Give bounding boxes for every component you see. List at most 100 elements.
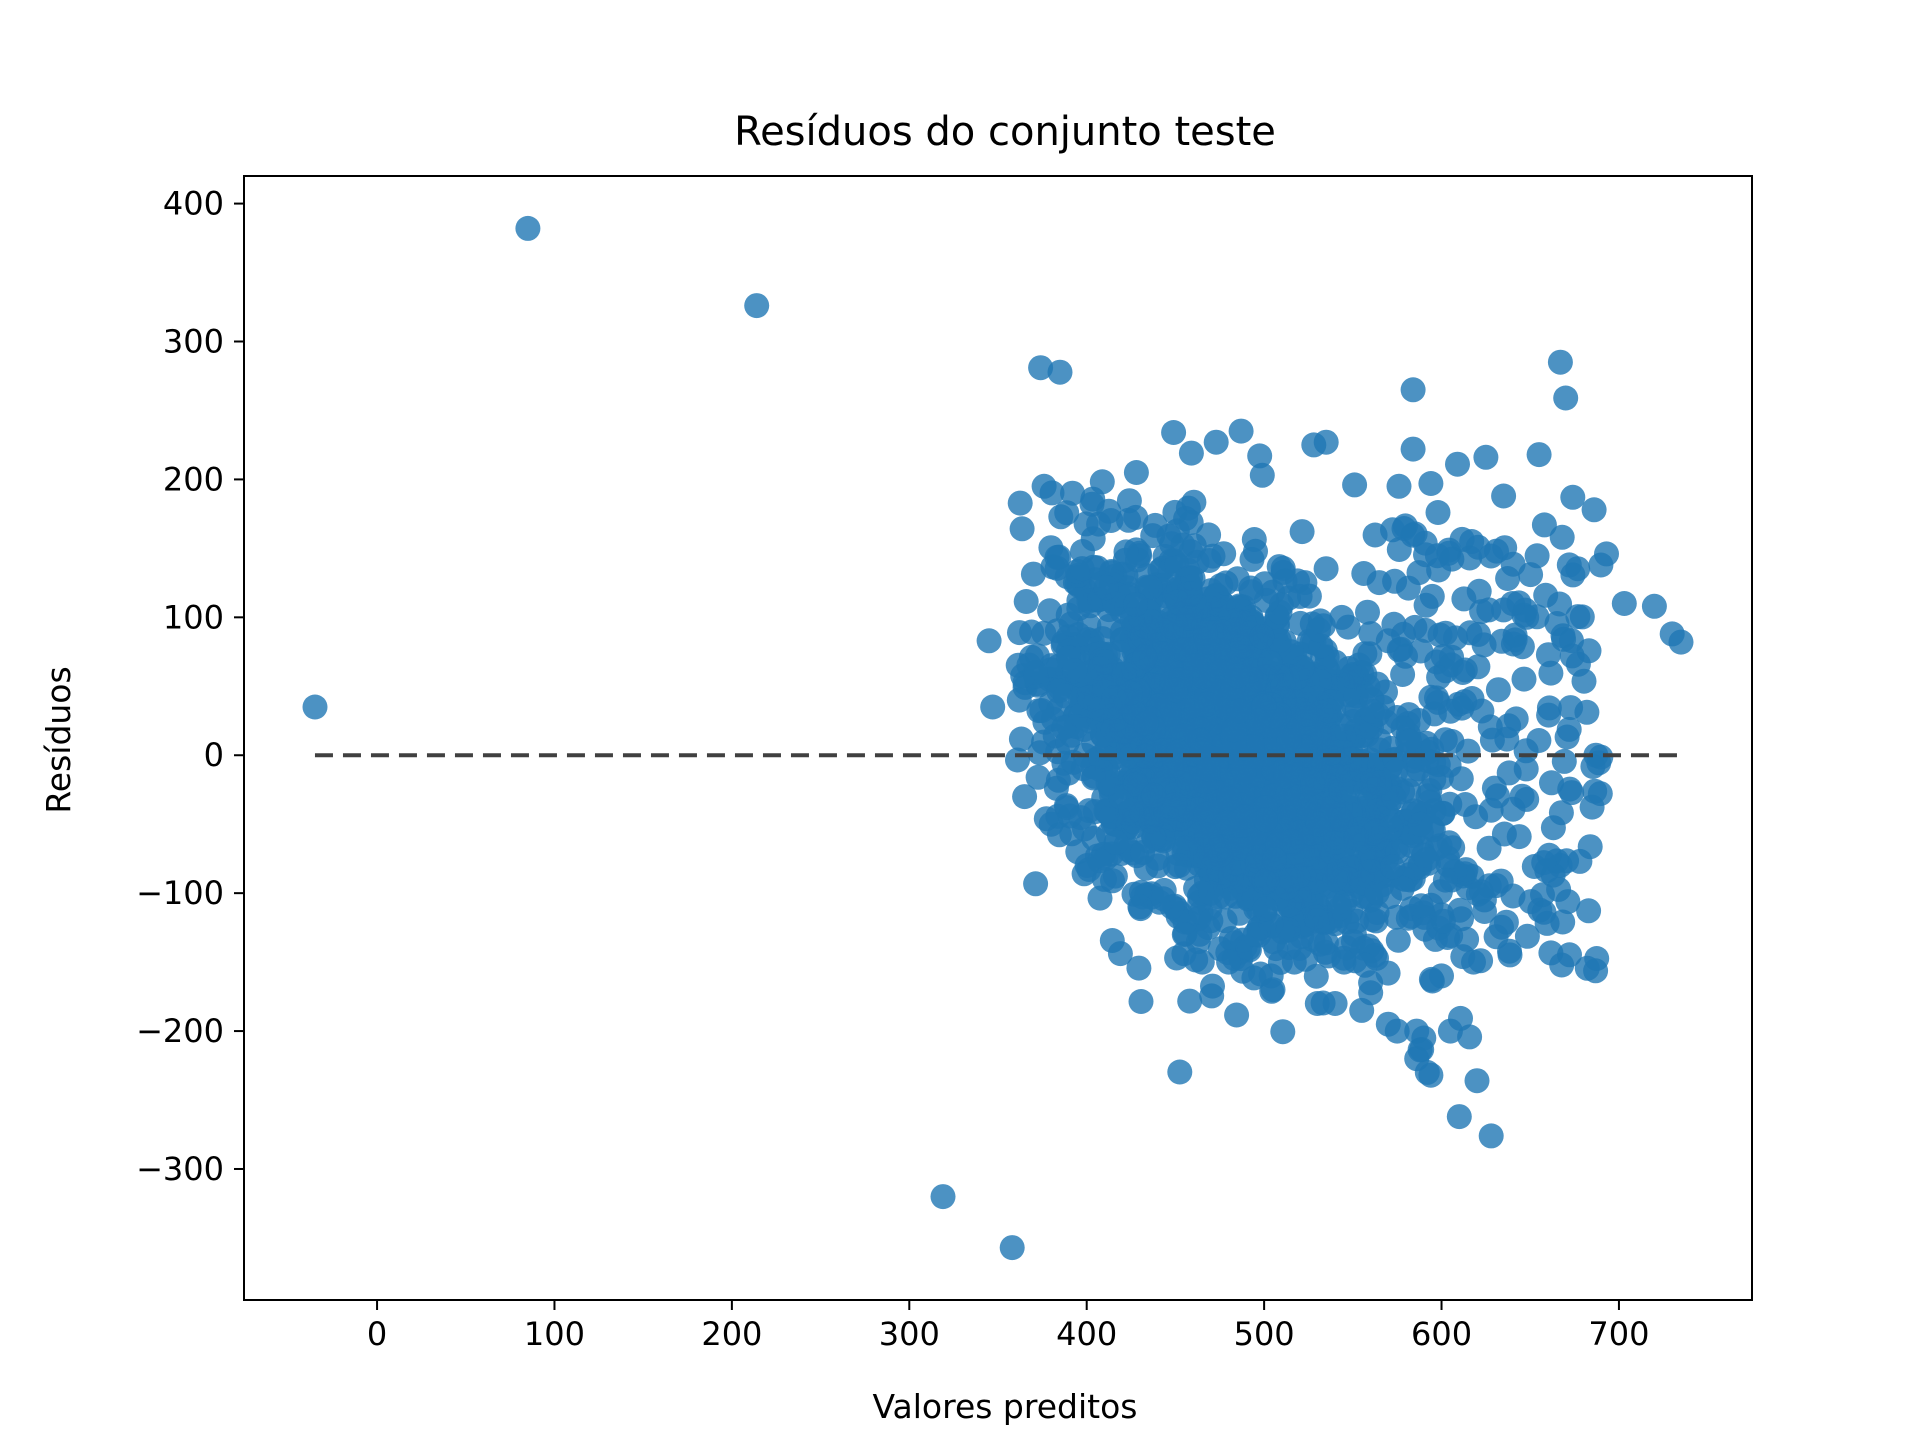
data-point	[1445, 451, 1470, 477]
data-point	[1384, 904, 1409, 930]
data-point	[1178, 440, 1204, 466]
outlier-point	[930, 1184, 956, 1210]
data-point	[1276, 728, 1302, 754]
data-point	[1046, 544, 1072, 570]
data-point	[1224, 663, 1250, 689]
data-point	[1481, 775, 1507, 801]
data-point	[1198, 880, 1224, 906]
data-point	[1275, 917, 1301, 943]
outlier-point	[1553, 385, 1579, 411]
data-point	[1128, 989, 1154, 1014]
data-point	[1162, 677, 1188, 703]
data-point	[1313, 429, 1339, 455]
data-point	[1295, 701, 1320, 727]
data-point	[1594, 541, 1619, 567]
data-point	[1031, 473, 1057, 499]
data-point	[1009, 516, 1035, 542]
data-point	[1249, 462, 1275, 488]
data-point	[1304, 908, 1330, 934]
outlier-point	[1028, 355, 1054, 381]
data-point	[1203, 429, 1229, 455]
outlier-point	[744, 293, 770, 319]
data-point	[1313, 556, 1339, 582]
data-point	[1133, 710, 1159, 736]
data-point	[1263, 936, 1289, 962]
data-point	[1060, 480, 1085, 506]
data-point	[1549, 524, 1575, 550]
x-tick-label: 300	[879, 1315, 940, 1353]
data-point	[1478, 1123, 1504, 1149]
x-tick-label: 700	[1588, 1315, 1649, 1353]
data-point	[1457, 1024, 1483, 1050]
data-point	[1407, 811, 1433, 837]
data-point	[1485, 677, 1511, 703]
data-point	[1312, 939, 1338, 965]
data-point	[1584, 946, 1610, 971]
data-point	[1117, 680, 1143, 706]
data-point	[1429, 963, 1454, 989]
data-point	[1535, 642, 1561, 668]
data-point	[1327, 895, 1353, 921]
data-point	[1100, 717, 1126, 743]
data-point	[1141, 825, 1167, 851]
data-point	[1418, 471, 1444, 496]
data-marks	[302, 215, 1694, 1261]
data-point	[1087, 885, 1113, 911]
data-point	[1536, 702, 1562, 728]
data-point	[1047, 359, 1073, 385]
outlier-point	[1611, 591, 1637, 616]
data-point	[1257, 650, 1283, 675]
data-point	[1270, 1019, 1296, 1045]
data-point	[1013, 589, 1039, 614]
data-point	[1363, 818, 1389, 844]
data-point	[1241, 527, 1267, 552]
data-point	[1227, 835, 1252, 861]
data-point	[1254, 867, 1280, 893]
data-point	[1514, 923, 1540, 949]
data-point	[1393, 643, 1418, 669]
y-tick-label: 200	[163, 460, 224, 498]
data-point	[1245, 708, 1271, 734]
data-point	[1534, 910, 1560, 936]
data-point	[1213, 570, 1239, 596]
data-point	[1224, 1002, 1250, 1028]
x-tick-label: 500	[1234, 1315, 1295, 1353]
data-point	[1093, 575, 1119, 601]
data-point	[1272, 568, 1298, 594]
data-point	[1421, 701, 1447, 727]
data-point	[1193, 801, 1219, 827]
data-point	[1565, 651, 1591, 677]
data-point	[1342, 472, 1368, 498]
data-point	[1231, 760, 1257, 786]
data-point	[1483, 924, 1509, 950]
data-point	[1349, 997, 1375, 1023]
data-point	[1385, 927, 1411, 953]
data-point	[1397, 728, 1423, 754]
outlier-point	[1547, 349, 1573, 375]
outlier-point	[999, 1235, 1025, 1261]
data-point	[1091, 866, 1117, 892]
data-point	[1375, 1011, 1401, 1037]
data-point	[1389, 875, 1415, 901]
data-point	[1279, 867, 1305, 892]
data-point	[1238, 575, 1264, 601]
data-point	[1029, 698, 1055, 723]
y-tick-label: 300	[163, 322, 224, 360]
data-point	[1452, 689, 1478, 715]
y-axis: −300 −200 −100 0 100 200 300 400	[136, 185, 244, 1188]
data-point	[1491, 821, 1517, 847]
data-point	[1576, 898, 1602, 924]
data-point	[1304, 991, 1330, 1016]
data-point	[1500, 591, 1525, 616]
data-point	[1007, 620, 1032, 646]
y-tick-label: 100	[163, 598, 224, 636]
data-point	[1199, 983, 1225, 1009]
data-point	[1262, 847, 1287, 873]
data-point	[1055, 602, 1081, 628]
data-point	[1216, 786, 1242, 812]
outlier-point	[1400, 377, 1426, 403]
data-point	[1531, 512, 1557, 538]
data-point	[1472, 899, 1497, 924]
